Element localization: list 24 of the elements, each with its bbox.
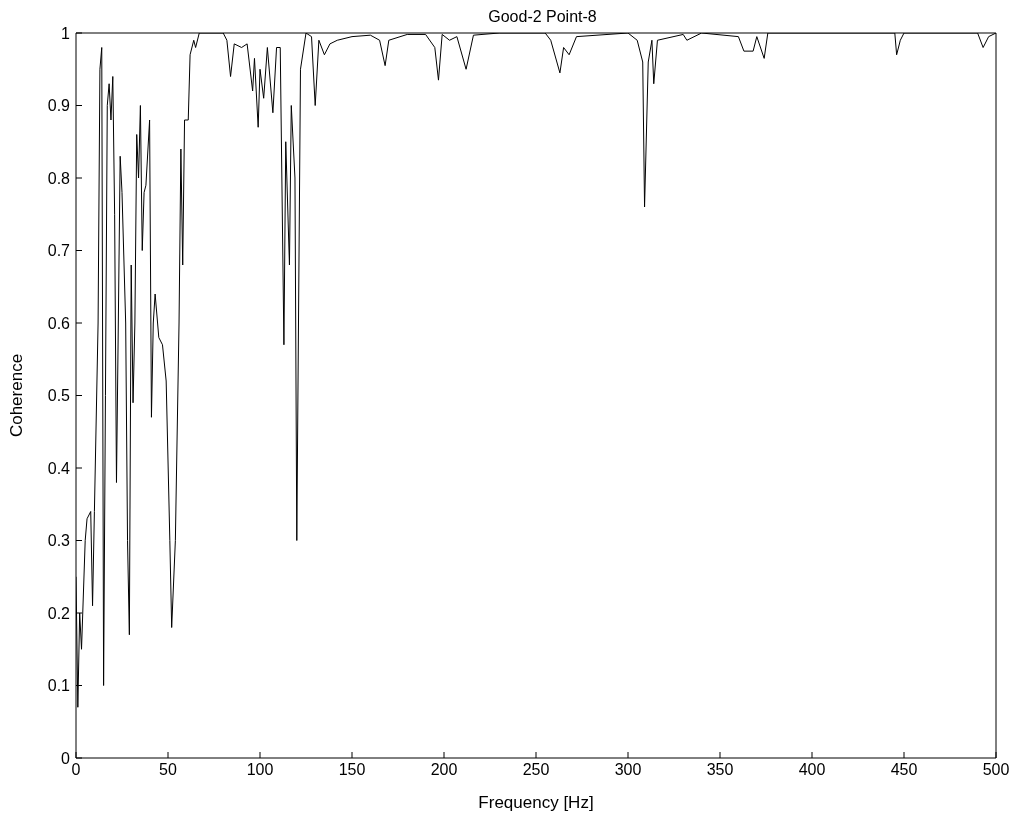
y-tick-label: 0.2 xyxy=(47,604,71,622)
x-tick-label: 400 xyxy=(798,761,826,779)
x-tick-label: 50 xyxy=(159,761,177,779)
chart-title: Good-2 Point-8 xyxy=(487,8,598,25)
y-axis-title: Coherence xyxy=(7,353,27,438)
y-tick-label: 0.3 xyxy=(47,532,71,550)
y-tick-label: 0.4 xyxy=(47,459,71,477)
y-tick-label: 0.5 xyxy=(47,387,71,405)
x-tick-label: 450 xyxy=(890,761,918,779)
x-tick-label: 300 xyxy=(614,761,642,779)
x-tick-label: 350 xyxy=(706,761,734,779)
x-tick-label: 200 xyxy=(430,761,458,779)
x-axis-title: Frequency [Hz] xyxy=(478,793,594,812)
y-tick-label: 0.9 xyxy=(47,97,71,115)
y-tick-label: 0.7 xyxy=(47,242,71,260)
x-tick-label: 100 xyxy=(246,761,274,779)
y-tick-label: 1 xyxy=(61,24,71,42)
y-tick-label: 0.8 xyxy=(47,169,71,187)
y-tick-label: 0 xyxy=(61,749,71,767)
x-tick-label: 150 xyxy=(338,761,366,779)
x-tick-label: 250 xyxy=(522,761,550,779)
x-tick-label: 500 xyxy=(982,761,1010,779)
y-tick-label: 0.6 xyxy=(47,314,71,332)
y-tick-label: 0.1 xyxy=(47,677,71,695)
